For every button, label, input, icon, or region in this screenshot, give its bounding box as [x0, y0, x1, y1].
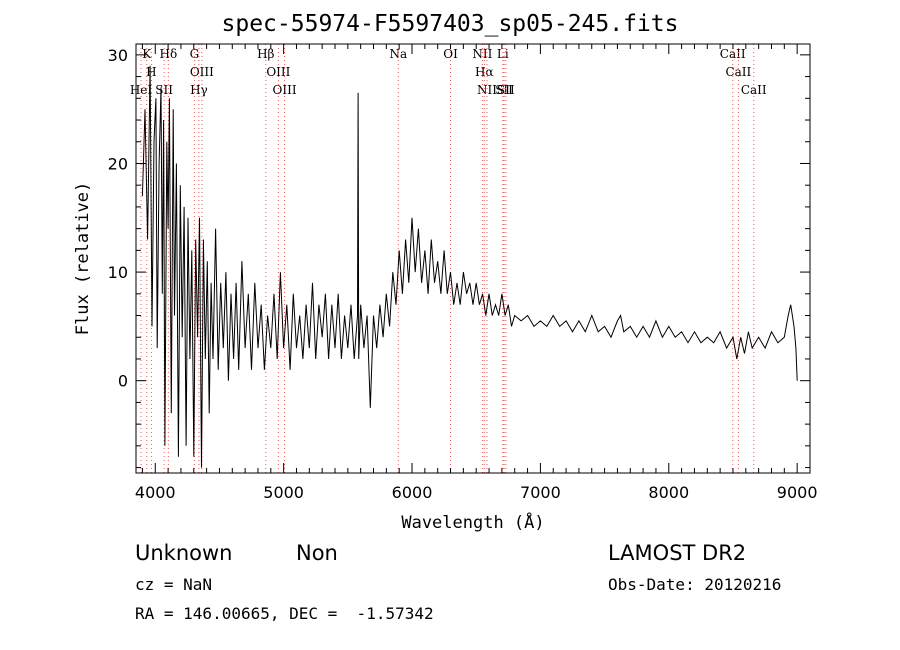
- marker-label: SII: [495, 83, 513, 97]
- marker-label: HeI: [130, 83, 153, 97]
- marker-label: CaII: [725, 65, 751, 79]
- chart-title: spec-55974-F5597403_sp05-245.fits: [221, 11, 679, 37]
- y-tick-label: 20: [108, 154, 128, 173]
- marker-label: OIII: [190, 65, 214, 79]
- marker-label: H: [146, 65, 156, 79]
- y-tick-label: 30: [108, 46, 128, 65]
- obs-date-label: Obs-Date: 20120216: [608, 575, 782, 594]
- x-axis-label: Wavelength (Å): [401, 511, 544, 533]
- x-tick-label: 4000: [135, 483, 176, 502]
- survey-label: LAMOST DR2: [608, 541, 747, 565]
- y-tick-label: 10: [108, 263, 128, 282]
- marker-label: K: [142, 47, 152, 61]
- marker-label: G: [190, 47, 200, 61]
- marker-label: NII: [472, 47, 492, 61]
- class-label: Unknown: [135, 541, 233, 565]
- spectrum-line: [141, 65, 798, 468]
- marker-label: Na: [389, 47, 407, 61]
- plot-frame: [135, 43, 811, 474]
- y-axis-label: Flux (relative): [73, 182, 93, 336]
- x-tick-label: 6000: [392, 483, 433, 502]
- marker-label: Li: [497, 47, 509, 61]
- marker-label: Hα: [475, 65, 494, 79]
- marker-label: OI: [443, 47, 458, 61]
- marker-label: Hβ: [257, 47, 274, 61]
- redshift-label: cz = NaN: [135, 575, 213, 594]
- x-tick-label: 9000: [777, 483, 818, 502]
- marker-label: NII: [477, 83, 497, 97]
- y-tick-label: 0: [118, 372, 128, 391]
- x-tick-label: 5000: [263, 483, 304, 502]
- marker-label: CaII: [720, 47, 746, 61]
- marker-label: CaII: [741, 83, 767, 97]
- x-tick-label: 8000: [648, 483, 689, 502]
- marker-label: SII: [497, 83, 515, 97]
- marker-label: OIII: [273, 83, 297, 97]
- marker-label: SII: [155, 83, 173, 97]
- subclass-label: Non: [296, 541, 338, 565]
- x-tick-label: 7000: [520, 483, 561, 502]
- marker-label: OIII: [266, 65, 290, 79]
- coordinates-label: RA = 146.00665, DEC = -1.57342: [135, 604, 434, 623]
- marker-label: Hδ: [160, 47, 178, 61]
- marker-label: Hγ: [190, 83, 208, 97]
